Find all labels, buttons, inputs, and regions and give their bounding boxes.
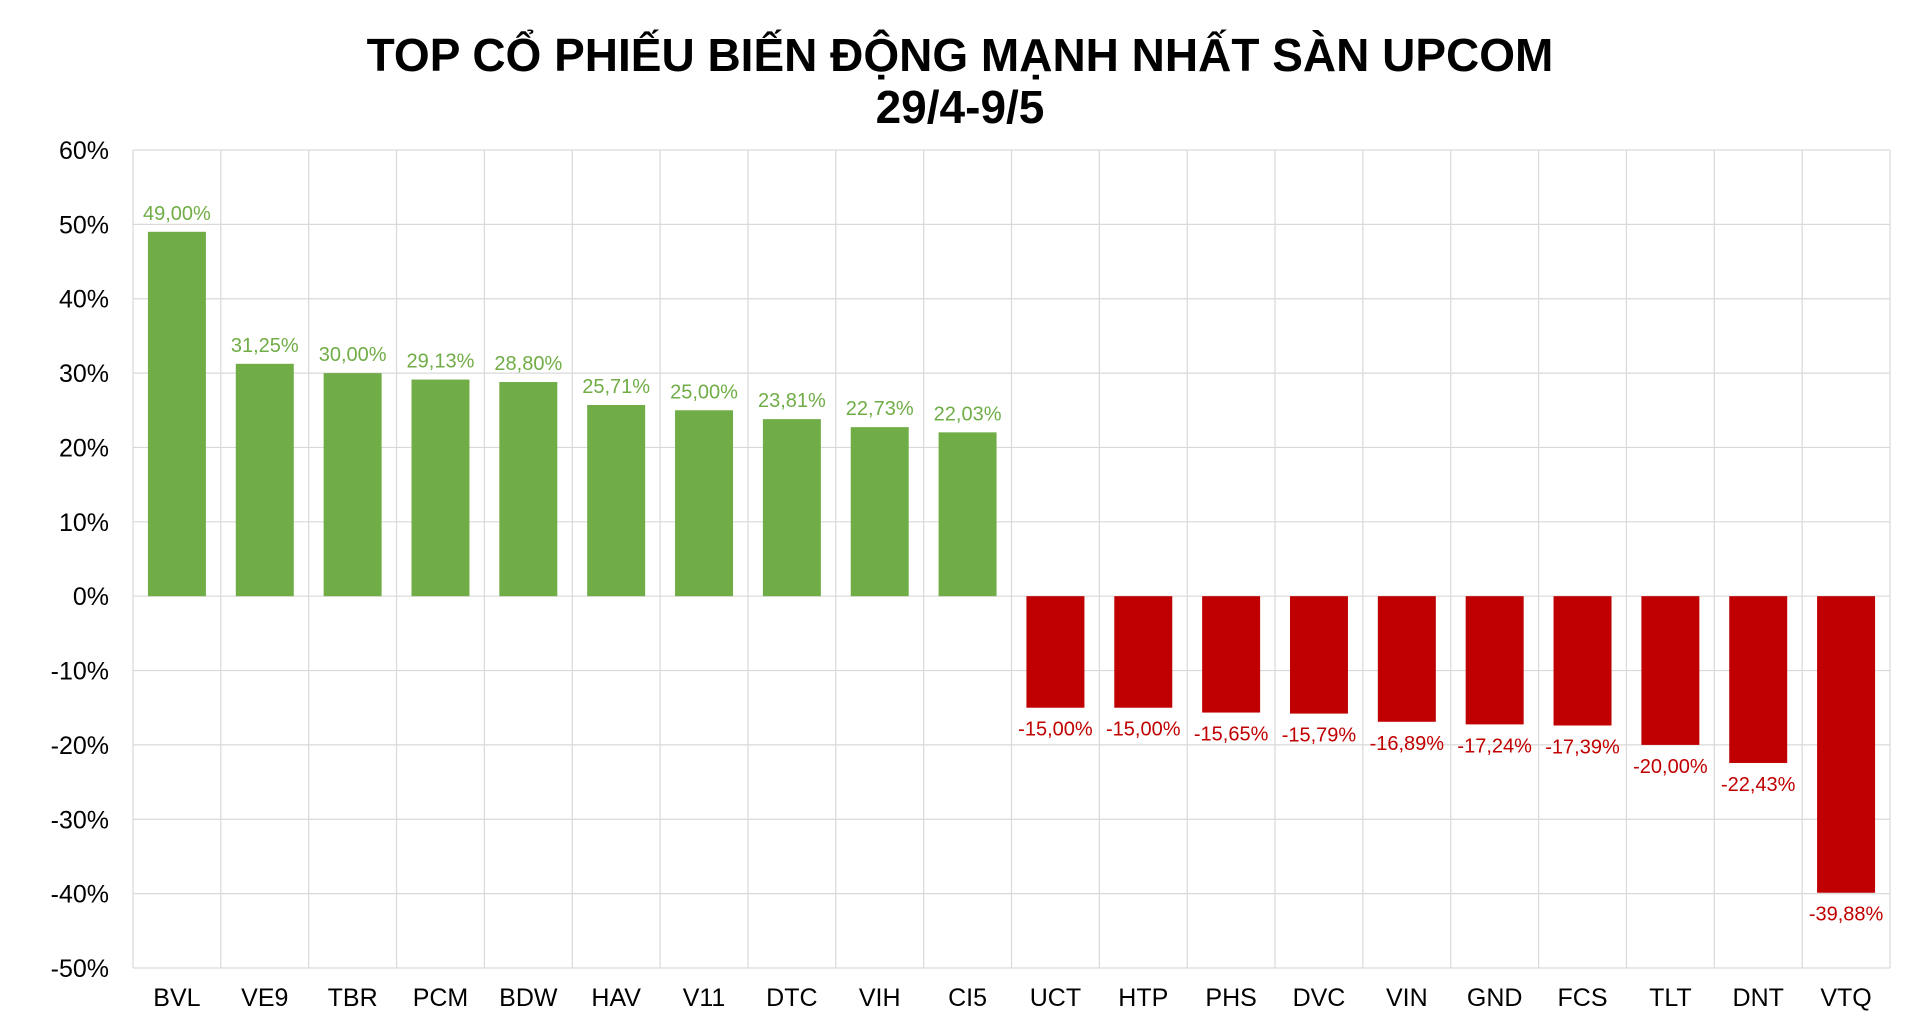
bar bbox=[1026, 596, 1085, 708]
y-tick-label: 20% bbox=[59, 434, 109, 462]
data-label: 28,80% bbox=[494, 353, 562, 375]
x-tick-label: BDW bbox=[499, 984, 558, 1012]
x-tick-label: PHS bbox=[1205, 984, 1256, 1012]
x-tick-label: VE9 bbox=[241, 984, 288, 1012]
data-label: 22,03% bbox=[934, 403, 1002, 425]
data-label: -17,24% bbox=[1457, 735, 1532, 757]
data-label: -15,79% bbox=[1282, 725, 1357, 747]
y-tick-label: -20% bbox=[51, 732, 109, 760]
data-label: -20,00% bbox=[1633, 756, 1708, 778]
y-tick-label: 30% bbox=[59, 360, 109, 388]
chart-title: TOP CỔ PHIẾU BIẾN ĐỘNG MẠNH NHẤT SÀN UPC… bbox=[366, 29, 1554, 81]
x-tick-label: VIN bbox=[1386, 984, 1428, 1012]
y-tick-label: 10% bbox=[59, 509, 109, 537]
bar bbox=[235, 363, 294, 597]
y-tick-label: 60% bbox=[59, 137, 109, 165]
bar bbox=[147, 231, 206, 597]
y-tick-label: -30% bbox=[51, 806, 109, 834]
x-tick-label: GND bbox=[1467, 984, 1523, 1012]
x-tick-label: BVL bbox=[153, 984, 200, 1012]
bar bbox=[1817, 596, 1876, 893]
data-label: 30,00% bbox=[319, 344, 387, 366]
bar bbox=[1465, 596, 1524, 725]
y-tick-label: -40% bbox=[51, 881, 109, 909]
data-label: 49,00% bbox=[143, 203, 211, 225]
y-tick-label: 40% bbox=[59, 286, 109, 314]
x-tick-label: HAV bbox=[591, 984, 641, 1012]
data-label: 23,81% bbox=[758, 390, 826, 412]
x-tick-label: PCM bbox=[413, 984, 469, 1012]
bar bbox=[323, 373, 382, 597]
bar bbox=[1289, 596, 1348, 714]
x-tick-label: FCS bbox=[1558, 984, 1608, 1012]
data-label: 22,73% bbox=[846, 398, 914, 420]
x-tick-label: V11 bbox=[683, 984, 726, 1012]
bar bbox=[587, 404, 646, 597]
x-tick-label: TLT bbox=[1649, 984, 1692, 1012]
data-label: 31,25% bbox=[231, 335, 299, 357]
bar bbox=[1729, 596, 1788, 763]
x-tick-label: DVC bbox=[1293, 984, 1346, 1012]
data-label: -15,00% bbox=[1018, 719, 1093, 741]
data-label: 25,00% bbox=[670, 381, 738, 403]
bar bbox=[1553, 596, 1612, 726]
x-tick-label: DTC bbox=[766, 984, 817, 1012]
bar bbox=[938, 432, 997, 597]
y-tick-label: -10% bbox=[51, 658, 109, 686]
bar bbox=[1641, 596, 1700, 745]
x-tick-label: DNT bbox=[1733, 984, 1784, 1012]
x-tick-label: CI5 bbox=[948, 984, 987, 1012]
x-tick-label: HTP bbox=[1118, 984, 1168, 1012]
bar bbox=[850, 427, 909, 597]
bar bbox=[675, 410, 734, 597]
x-tick-label: UCT bbox=[1030, 984, 1081, 1012]
data-label: 25,71% bbox=[582, 376, 650, 398]
x-tick-label: VTQ bbox=[1820, 984, 1871, 1012]
x-tick-label: VIH bbox=[859, 984, 901, 1012]
bar bbox=[1377, 596, 1436, 722]
chart-subtitle: 29/4-9/5 bbox=[875, 81, 1045, 133]
data-label: -39,88% bbox=[1809, 904, 1884, 926]
data-label: -15,65% bbox=[1194, 724, 1269, 746]
bar bbox=[411, 379, 470, 597]
bar bbox=[499, 382, 558, 597]
bar bbox=[1202, 596, 1261, 713]
y-tick-label: -50% bbox=[51, 955, 109, 983]
bar bbox=[1114, 596, 1173, 708]
bar bbox=[762, 419, 821, 597]
x-tick-label: TBR bbox=[328, 984, 378, 1012]
y-tick-label: 50% bbox=[59, 211, 109, 239]
data-label: 29,13% bbox=[407, 351, 475, 373]
data-label: -16,89% bbox=[1370, 733, 1445, 755]
y-tick-label: 0% bbox=[73, 583, 109, 611]
data-label: -22,43% bbox=[1721, 774, 1796, 796]
data-label: -15,00% bbox=[1106, 719, 1181, 741]
data-label: -17,39% bbox=[1545, 737, 1620, 759]
